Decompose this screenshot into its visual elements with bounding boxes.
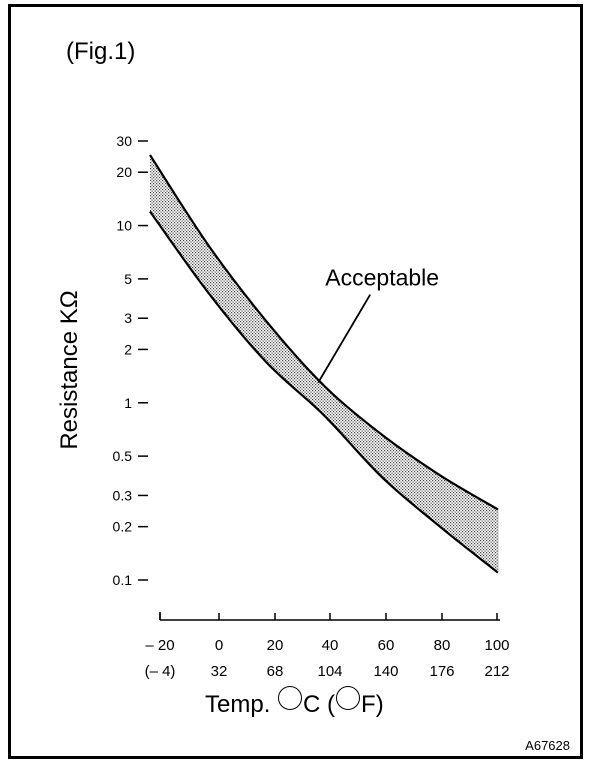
x-tick-label-celsius: 100 xyxy=(484,637,509,654)
y-tick-label: 10 xyxy=(116,218,132,234)
y-tick-label: 1 xyxy=(124,395,132,411)
x-tick-label-fahrenheit: 140 xyxy=(373,663,398,680)
x-tick-label-celsius: 0 xyxy=(215,637,223,654)
celsius-unit: C xyxy=(303,691,321,718)
fahrenheit-unit: F xyxy=(361,691,376,718)
y-tick-label: 3 xyxy=(124,310,132,326)
x-axis-label: Temp. C (F) xyxy=(205,686,384,719)
y-tick-label: 2 xyxy=(124,341,132,357)
y-tick-label: 0.2 xyxy=(113,519,133,535)
x-tick-label-fahrenheit: 104 xyxy=(317,663,342,680)
annotation-leader-line xyxy=(317,294,371,384)
y-tick-label: 0.5 xyxy=(113,448,133,464)
y-tick-label: 30 xyxy=(116,133,132,149)
x-tick-label-celsius: 60 xyxy=(378,637,395,654)
acceptable-band xyxy=(150,155,498,573)
x-tick-label-celsius: 20 xyxy=(267,637,284,654)
lower-limit-curve xyxy=(149,210,499,574)
annotation-label: Acceptable xyxy=(325,265,439,291)
y-tick-label: 20 xyxy=(116,164,132,180)
upper-limit-curve xyxy=(149,154,499,511)
y-tick-label: 5 xyxy=(124,271,132,287)
x-tick-label-celsius: 80 xyxy=(434,637,451,654)
figure-code: A67628 xyxy=(525,738,570,753)
y-tick-label: 0.3 xyxy=(113,487,133,503)
x-tick-label-fahrenheit: (– 4) xyxy=(145,663,176,680)
x-tick-label-fahrenheit: 32 xyxy=(211,663,228,680)
x-tick-label-fahrenheit: 212 xyxy=(484,663,509,680)
x-tick-label-fahrenheit: 68 xyxy=(267,663,284,680)
x-tick-label-celsius: – 20 xyxy=(145,637,174,654)
x-tick-label-celsius: 40 xyxy=(322,637,339,654)
x-tick-label-fahrenheit: 176 xyxy=(429,663,454,680)
celsius-symbol xyxy=(278,686,303,710)
x-axis-label-prefix: Temp. xyxy=(205,691,271,718)
y-tick-label: 0.1 xyxy=(113,572,133,588)
fahrenheit-symbol xyxy=(336,686,361,710)
figure-title: (Fig.1) xyxy=(66,38,136,65)
